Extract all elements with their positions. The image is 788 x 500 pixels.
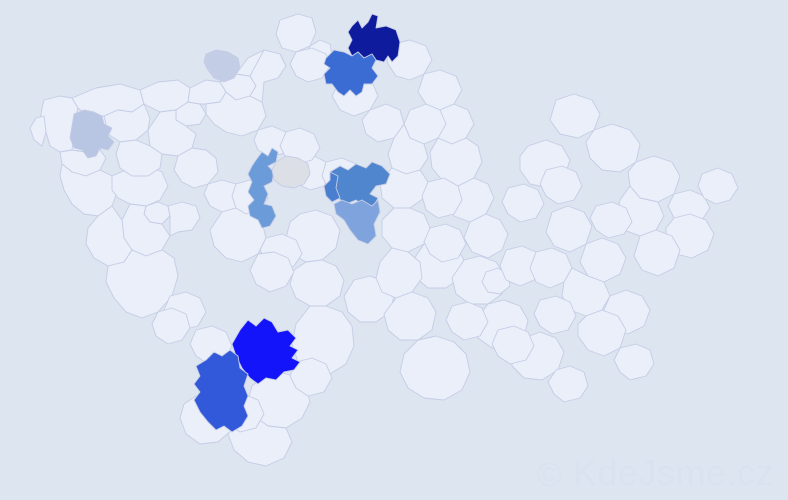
district-filler-c1[interactable] bbox=[280, 128, 320, 164]
district-filler-e1[interactable] bbox=[422, 178, 462, 218]
highlight-district-sokolov[interactable] bbox=[70, 110, 114, 158]
district-chrudim[interactable] bbox=[380, 168, 428, 208]
district-as[interactable] bbox=[30, 116, 46, 146]
district-filler-s6[interactable] bbox=[152, 308, 190, 344]
district-blansko[interactable] bbox=[464, 214, 508, 258]
district-filler-m4[interactable] bbox=[492, 326, 534, 364]
district-bruntal[interactable] bbox=[586, 124, 640, 172]
district-prerov[interactable] bbox=[580, 238, 626, 282]
highlight-district-mlada-boleslav[interactable] bbox=[324, 50, 378, 96]
copyright-icon: © bbox=[536, 456, 563, 494]
district-filler-n2[interactable] bbox=[362, 104, 404, 142]
district-opava[interactable] bbox=[628, 156, 680, 202]
district-rokycany[interactable] bbox=[168, 202, 200, 236]
district-brno-mesto[interactable] bbox=[482, 268, 510, 294]
district-filler-m7[interactable] bbox=[548, 366, 588, 402]
watermark-text: KdeJsme.cz bbox=[572, 452, 774, 493]
base-districts[interactable] bbox=[30, 14, 738, 466]
highlight-district-kutna-hora[interactable] bbox=[334, 200, 380, 244]
district-havlickuv-brod[interactable] bbox=[382, 208, 430, 252]
district-znojmo[interactable] bbox=[400, 336, 470, 400]
district-klatovy[interactable] bbox=[106, 250, 178, 318]
watermark: © KdeJsme.cz bbox=[536, 452, 774, 494]
highlight-district-jicin[interactable] bbox=[348, 14, 400, 62]
highlight-district-nymburk[interactable] bbox=[324, 172, 340, 202]
district-rakovnik[interactable] bbox=[174, 148, 218, 188]
highlight-district-kladno[interactable] bbox=[248, 148, 278, 228]
district-filler-s3[interactable] bbox=[290, 358, 332, 396]
district-filler-m5[interactable] bbox=[534, 296, 576, 334]
district-filler-m1[interactable] bbox=[502, 184, 544, 222]
district-uherske-hradiste[interactable] bbox=[578, 310, 626, 356]
district-trebic[interactable] bbox=[384, 292, 436, 340]
highlight-district-strakonice[interactable] bbox=[194, 350, 248, 432]
district-litomerice[interactable] bbox=[206, 92, 266, 136]
district-filler-e2[interactable] bbox=[424, 224, 466, 262]
district-filler-n3[interactable] bbox=[290, 48, 330, 82]
district-filler-m6[interactable] bbox=[614, 344, 654, 380]
highlighted-districts[interactable] bbox=[70, 14, 400, 432]
district-filler-w3[interactable] bbox=[116, 140, 162, 176]
highlight-district-praha[interactable] bbox=[272, 156, 310, 188]
district-tabor[interactable] bbox=[290, 260, 344, 306]
district-filler-m8[interactable] bbox=[446, 302, 488, 340]
district-vyskov[interactable] bbox=[500, 246, 542, 286]
district-filler-m3[interactable] bbox=[590, 202, 632, 238]
district-layer[interactable] bbox=[30, 14, 738, 466]
district-filler-w1[interactable] bbox=[104, 104, 150, 142]
district-filler-m2[interactable] bbox=[540, 166, 582, 204]
district-karvina[interactable] bbox=[698, 168, 738, 204]
district-ceska-lipa-base[interactable] bbox=[250, 50, 286, 102]
district-vsetin[interactable] bbox=[634, 230, 680, 276]
district-filler-s1[interactable] bbox=[250, 252, 294, 292]
highlight-district-ceska-lipa[interactable] bbox=[204, 50, 240, 82]
